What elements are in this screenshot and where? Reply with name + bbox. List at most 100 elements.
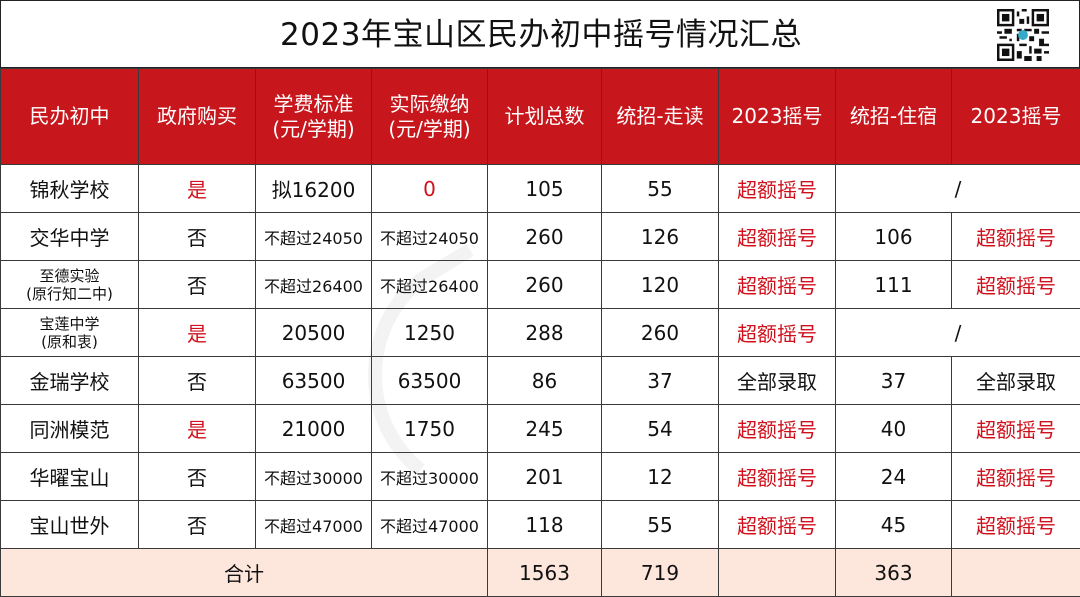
col-header-lottery2: 2023摇号: [952, 69, 1080, 165]
school-name: 华曜宝山: [1, 453, 139, 501]
school-name: 宝山世外: [1, 501, 139, 549]
day-quota: 55: [602, 501, 719, 549]
boarding-quota: 24: [836, 453, 952, 501]
qr-code-icon[interactable]: [997, 9, 1049, 61]
boarding-quota: 111: [836, 261, 952, 309]
header-row: 民办初中 政府购买 学费标准 (元/学期) 实际缴纳 (元/学期) 计划总数 统…: [1, 69, 1080, 165]
fee-paid: 不超过26400: [372, 261, 488, 309]
table-row: 同洲模范 是 21000 1750 245 54 超额摇号 40 超额摇号: [1, 405, 1080, 453]
fee-standard: 63500: [256, 357, 372, 405]
day-quota: 260: [602, 309, 719, 357]
fee-standard: 拟16200: [256, 165, 372, 213]
boarding-quota: 45: [836, 501, 952, 549]
school-name: 宝莲中学 (原和衷): [1, 309, 139, 357]
school-name-former: (原和衷): [1, 333, 138, 351]
lottery-boarding: 超额摇号: [952, 261, 1080, 309]
col-header-gov: 政府购买: [139, 69, 256, 165]
title-bar: 2023年宝山区民办初中摇号情况汇总: [0, 0, 1080, 68]
col-header-plan: 计划总数: [488, 69, 602, 165]
total-label: 合计: [1, 549, 488, 597]
gov-purchase: 否: [139, 261, 256, 309]
plan-total: 288: [488, 309, 602, 357]
fee-standard: 不超过26400: [256, 261, 372, 309]
gov-purchase: 否: [139, 357, 256, 405]
day-quota: 120: [602, 261, 719, 309]
fee-paid: 1250: [372, 309, 488, 357]
total-day: 719: [602, 549, 719, 597]
fee-standard: 不超过47000: [256, 501, 372, 549]
school-name: 锦秋学校: [1, 165, 139, 213]
plan-total: 201: [488, 453, 602, 501]
school-name: 同洲模范: [1, 405, 139, 453]
lottery-day: 超额摇号: [719, 309, 836, 357]
gov-purchase: 是: [139, 165, 256, 213]
table-row: 宝山世外 否 不超过47000 不超过47000 118 55 超额摇号 45 …: [1, 501, 1080, 549]
total-plan: 1563: [488, 549, 602, 597]
plan-total: 105: [488, 165, 602, 213]
plan-total: 245: [488, 405, 602, 453]
boarding-quota: 37: [836, 357, 952, 405]
gov-purchase: 否: [139, 501, 256, 549]
fee-standard: 21000: [256, 405, 372, 453]
fee-paid: 0: [372, 165, 488, 213]
boarding-quota: /: [836, 309, 1080, 357]
lottery-boarding: 超额摇号: [952, 501, 1080, 549]
lottery-day: 全部录取: [719, 357, 836, 405]
lottery-day: 超额摇号: [719, 165, 836, 213]
school-name-main: 至德实验: [1, 267, 138, 285]
table-row: 锦秋学校 是 拟16200 0 105 55 超额摇号 /: [1, 165, 1080, 213]
day-quota: 126: [602, 213, 719, 261]
lottery-table: 民办初中 政府购买 学费标准 (元/学期) 实际缴纳 (元/学期) 计划总数 统…: [0, 68, 1080, 597]
lottery-boarding: 超额摇号: [952, 213, 1080, 261]
gov-purchase: 否: [139, 213, 256, 261]
table-row: 金瑞学校 否 63500 63500 86 37 全部录取 37 全部录取: [1, 357, 1080, 405]
total-empty: [719, 549, 836, 597]
school-name: 至德实验 (原行知二中): [1, 261, 139, 309]
fee-standard: 20500: [256, 309, 372, 357]
boarding-quota: /: [836, 165, 1080, 213]
gov-purchase: 是: [139, 309, 256, 357]
col-header-day: 统招-走读: [602, 69, 719, 165]
day-quota: 55: [602, 165, 719, 213]
gov-purchase: 是: [139, 405, 256, 453]
school-name: 金瑞学校: [1, 357, 139, 405]
lottery-day: 超额摇号: [719, 261, 836, 309]
plan-total: 86: [488, 357, 602, 405]
boarding-quota: 40: [836, 405, 952, 453]
boarding-quota: 106: [836, 213, 952, 261]
total-empty: [952, 549, 1080, 597]
lottery-day: 超额摇号: [719, 213, 836, 261]
fee-paid: 不超过24050: [372, 213, 488, 261]
plan-total: 118: [488, 501, 602, 549]
school-name-main: 宝莲中学: [1, 315, 138, 333]
table-row: 宝莲中学 (原和衷) 是 20500 1250 288 260 超额摇号 /: [1, 309, 1080, 357]
lottery-day: 超额摇号: [719, 405, 836, 453]
day-quota: 54: [602, 405, 719, 453]
fee-paid: 1750: [372, 405, 488, 453]
fee-paid: 不超过30000: [372, 453, 488, 501]
total-boarding: 363: [836, 549, 952, 597]
col-header-paid: 实际缴纳 (元/学期): [372, 69, 488, 165]
lottery-boarding: 全部录取: [952, 357, 1080, 405]
fee-standard: 不超过30000: [256, 453, 372, 501]
day-quota: 12: [602, 453, 719, 501]
table-row: 至德实验 (原行知二中) 否 不超过26400 不超过26400 260 120…: [1, 261, 1080, 309]
fee-paid: 不超过47000: [372, 501, 488, 549]
col-header-school: 民办初中: [1, 69, 139, 165]
col-header-fee: 学费标准 (元/学期): [256, 69, 372, 165]
lottery-day: 超额摇号: [719, 501, 836, 549]
lottery-boarding: 超额摇号: [952, 405, 1080, 453]
plan-total: 260: [488, 213, 602, 261]
col-header-boarding: 统招-住宿: [836, 69, 952, 165]
table-row: 交华中学 否 不超过24050 不超过24050 260 126 超额摇号 10…: [1, 213, 1080, 261]
lottery-day: 超额摇号: [719, 453, 836, 501]
total-row: 合计 1563 719 363: [1, 549, 1080, 597]
table-row: 华曜宝山 否 不超过30000 不超过30000 201 12 超额摇号 24 …: [1, 453, 1080, 501]
fee-paid: 63500: [372, 357, 488, 405]
lottery-boarding: 超额摇号: [952, 453, 1080, 501]
page-title: 2023年宝山区民办初中摇号情况汇总: [1, 1, 1080, 69]
col-header-lottery1: 2023摇号: [719, 69, 836, 165]
day-quota: 37: [602, 357, 719, 405]
school-name: 交华中学: [1, 213, 139, 261]
fee-standard: 不超过24050: [256, 213, 372, 261]
